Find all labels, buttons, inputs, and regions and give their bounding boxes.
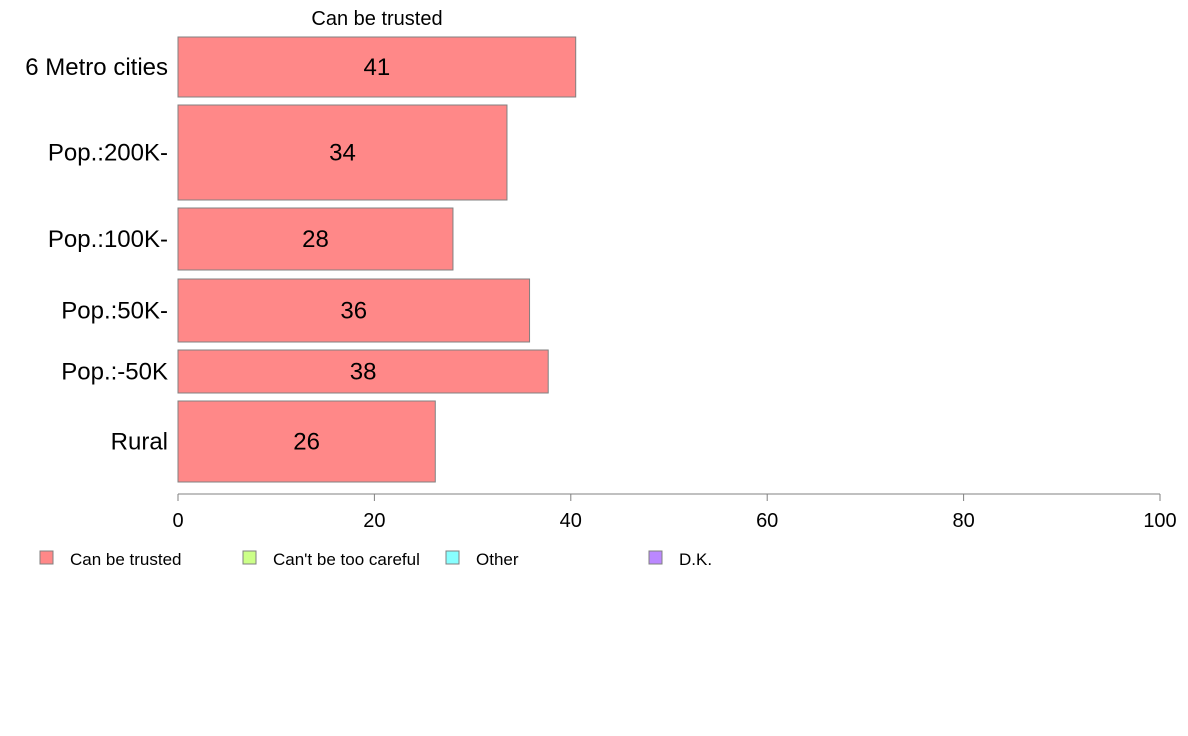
legend: Can be trusted Can't be too careful Other D… xyxy=(39,550,712,569)
bar xyxy=(177,104,508,201)
legend-label: Can't be too careful xyxy=(273,550,420,569)
legend-swatch xyxy=(648,550,663,565)
category-label: Rural xyxy=(111,429,168,456)
category-label: Pop.:100K- xyxy=(48,226,168,253)
category-label: Pop.:-50K xyxy=(61,359,168,386)
legend-label: Can be trusted xyxy=(70,550,182,569)
bar-value-label: 26 xyxy=(293,429,320,456)
legend-swatch xyxy=(445,550,460,565)
bar-value-label: 38 xyxy=(350,359,377,386)
x-tick-label: 0 xyxy=(172,510,183,532)
bar xyxy=(177,349,549,394)
x-tick-label: 40 xyxy=(560,510,582,532)
legend-swatch xyxy=(39,550,54,565)
chart-title: Can be trusted xyxy=(311,8,442,30)
x-tick-label: 80 xyxy=(952,510,974,532)
x-tick-label: 20 xyxy=(363,510,385,532)
legend-swatch xyxy=(242,550,257,565)
bar xyxy=(177,278,531,343)
bar xyxy=(177,207,454,271)
legend-label: D.K. xyxy=(679,550,712,569)
bar-value-label: 41 xyxy=(364,54,391,81)
x-tick-label: 60 xyxy=(756,510,778,532)
bar-value-label: 34 xyxy=(329,140,356,167)
bar xyxy=(177,400,436,483)
category-label: 6 Metro cities xyxy=(25,54,168,81)
legend-label: Other xyxy=(476,550,519,569)
x-tick-label: 100 xyxy=(1143,510,1176,532)
category-label: Pop.:200K- xyxy=(48,140,168,167)
bar xyxy=(177,36,577,98)
bar-value-label: 36 xyxy=(340,298,367,325)
bar-value-label: 28 xyxy=(302,226,329,253)
category-label: Pop.:50K- xyxy=(61,298,168,325)
bars-group: 6 Metro cities 41 Pop.:200K- 34 Pop.:100K- 28… xyxy=(25,36,577,483)
x-axis: 0 20 40 60 80 100 xyxy=(172,493,1177,532)
